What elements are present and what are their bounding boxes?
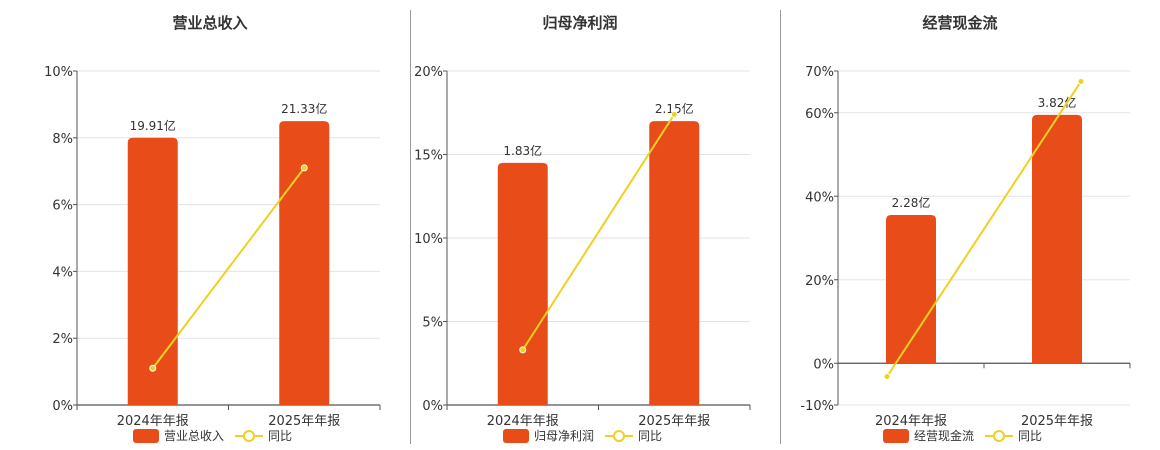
yoy-line — [886, 80, 1082, 378]
y-tick-label: 10% — [414, 232, 443, 247]
y-tick-label: 60% — [805, 107, 834, 122]
yoy-point — [149, 364, 157, 372]
x-tick-label: 2025年年报 — [1021, 414, 1093, 429]
y-tick-label: 0% — [52, 399, 73, 414]
yoy-point — [300, 164, 308, 172]
legend-bar-swatch — [133, 429, 159, 443]
y-tick-label: 0% — [813, 357, 834, 372]
bar — [886, 215, 936, 364]
chart-svg: 经营现金流 -10% 0% 20% 40% 60% 70% 2024年年报 2025年年报 2.2… — [800, 14, 1131, 443]
bar — [649, 121, 700, 405]
y-tick-label: 70% — [805, 65, 834, 80]
chart-title: 经营现金流 — [922, 14, 997, 32]
x-tick-label: 2025年年报 — [268, 414, 340, 429]
legend-line-marker — [613, 430, 625, 442]
yoy-point — [670, 110, 678, 118]
x-tick-label: 2024年年报 — [117, 414, 189, 429]
legend-bar-label: 营业总收入 — [164, 429, 224, 443]
y-tick-label: 5% — [422, 316, 443, 331]
legend-bar-swatch — [503, 429, 529, 443]
bar — [1032, 114, 1082, 364]
chart-panel-revenue: 营业总收入 0% 2% 4% 6% 8% 10% 2024年年报 2025年年报 19.91亿 21… — [0, 0, 410, 450]
bar-data-label: 1.83亿 — [503, 143, 542, 158]
legend-line-label: 同比 — [268, 429, 292, 443]
bar-data-label: 2.28亿 — [892, 195, 931, 210]
chart-svg: 营业总收入 0% 2% 4% 6% 8% 10% 2024年年报 2025年年报 19.91亿 21… — [44, 14, 381, 443]
chart-panel-net-profit: 归母净利润 0% 5% 10% 15% 20% 2024年年报 2025年年报 1.83亿 2.1… — [411, 0, 780, 450]
y-tick-label: 15% — [414, 149, 443, 164]
panel-divider — [410, 10, 411, 444]
chart-svg: 归母净利润 0% 5% 10% 15% 20% 2024年年报 2025年年报 1.83亿 2.1… — [414, 14, 751, 443]
bar — [127, 137, 178, 406]
chart-title: 营业总收入 — [172, 14, 247, 32]
legend-bar-label: 经营现金流 — [914, 428, 974, 443]
legend-line-marker — [993, 430, 1005, 442]
y-tick-label: 20% — [414, 65, 443, 80]
panel-divider — [780, 10, 781, 444]
chart-panel-cash-flow: 经营现金流 -10% 0% 20% 40% 60% 70% 2024年年报 2025年年报 2.2… — [781, 0, 1160, 450]
yoy-line — [151, 167, 306, 369]
yoy-line — [521, 113, 676, 351]
y-tick-label: -10% — [800, 399, 834, 414]
yoy-point — [1077, 77, 1085, 85]
y-tick-label: 0% — [422, 399, 443, 414]
y-tick-label: 20% — [805, 274, 834, 289]
y-tick-label: 2% — [52, 332, 73, 347]
x-tick-label: 2025年年报 — [638, 414, 710, 429]
bar-data-label: 2.15亿 — [655, 101, 694, 116]
y-tick-label: 6% — [52, 199, 73, 214]
legend-bar-label: 归母净利润 — [534, 429, 594, 443]
legend-bar-swatch — [883, 429, 909, 443]
legend-line-label: 同比 — [1018, 429, 1042, 443]
x-tick-label: 2024年年报 — [487, 414, 559, 429]
y-tick-label: 40% — [805, 190, 834, 205]
bar — [497, 162, 548, 405]
y-tick-label: 4% — [52, 265, 73, 280]
legend-line-marker — [243, 430, 255, 442]
y-tick-label: 8% — [52, 132, 73, 147]
yoy-point — [519, 346, 527, 354]
bar-data-label: 19.91亿 — [130, 118, 176, 133]
x-tick-label: 2024年年报 — [875, 414, 947, 429]
y-tick-label: 10% — [44, 65, 73, 80]
bar — [279, 121, 330, 405]
chart-title: 归母净利润 — [542, 14, 617, 32]
bar-data-label: 21.33亿 — [281, 101, 327, 116]
yoy-point — [883, 373, 891, 381]
legend-line-label: 同比 — [638, 429, 662, 443]
bar-data-label: 3.82亿 — [1038, 95, 1077, 110]
